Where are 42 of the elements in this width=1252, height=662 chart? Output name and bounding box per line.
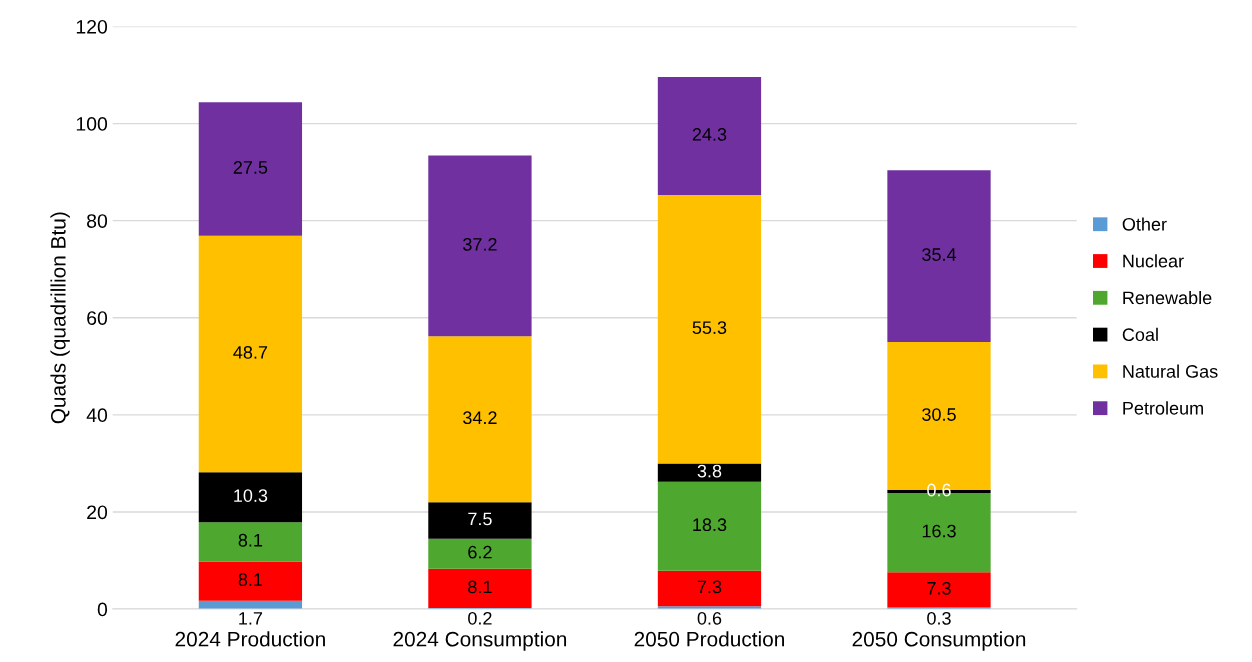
- data-label: 24.3: [692, 128, 727, 141]
- x-tick-label: 2024 Consumption: [393, 631, 567, 651]
- legend-label: Coal: [1122, 327, 1158, 342]
- data-label: 7.3: [927, 581, 951, 595]
- y-tick-label: 100: [76, 117, 108, 131]
- legend-label: Nuclear: [1123, 254, 1184, 268]
- y-tick-label: 0: [97, 602, 108, 617]
- x-tick-label: 2024 Production: [175, 631, 325, 647]
- y-tick-label: 60: [87, 311, 108, 325]
- data-label: 48.7: [233, 345, 268, 359]
- data-label: 0.6: [927, 483, 951, 497]
- data-label: 16.3: [922, 524, 956, 538]
- data-label: 37.2: [463, 237, 497, 251]
- legend-label: Petroleum: [1123, 401, 1203, 415]
- x-tick-label: 2050 Production: [634, 631, 784, 647]
- y-tick-label: 80: [87, 214, 108, 228]
- data-label: 7.3: [697, 580, 722, 594]
- data-label: 30.5: [922, 408, 956, 421]
- data-label: 8.1: [238, 533, 263, 547]
- data-label: 1.7: [239, 612, 263, 625]
- legend-label: Natural Gas: [1123, 364, 1218, 378]
- data-label: 55.3: [692, 321, 727, 335]
- data-label: 8.1: [468, 580, 492, 594]
- data-label: 27.5: [233, 161, 268, 174]
- data-label: 10.3: [234, 489, 268, 502]
- data-label: 35.4: [922, 248, 957, 261]
- data-label: 8.1: [238, 573, 263, 586]
- data-label: 0.6: [697, 611, 722, 625]
- data-label: 18.3: [693, 518, 727, 532]
- y-tick-label: 20: [87, 505, 108, 520]
- data-label: 7.5: [468, 512, 492, 526]
- x-tick-label: 2050 Consumption: [852, 631, 1026, 651]
- data-label: 6.2: [468, 545, 492, 559]
- y-tick-label: 120: [76, 19, 108, 34]
- y-axis-title: Quads (quadrillion Btu): [50, 212, 70, 424]
- y-tick-label: 40: [86, 408, 108, 423]
- data-label: 34.2: [463, 411, 497, 425]
- legend-label: Other: [1122, 217, 1167, 231]
- data-label: 3.8: [697, 464, 722, 478]
- data-label: 0.2: [468, 611, 492, 625]
- data-label: 0.3: [927, 611, 951, 625]
- legend-label: Renewable: [1123, 291, 1212, 305]
